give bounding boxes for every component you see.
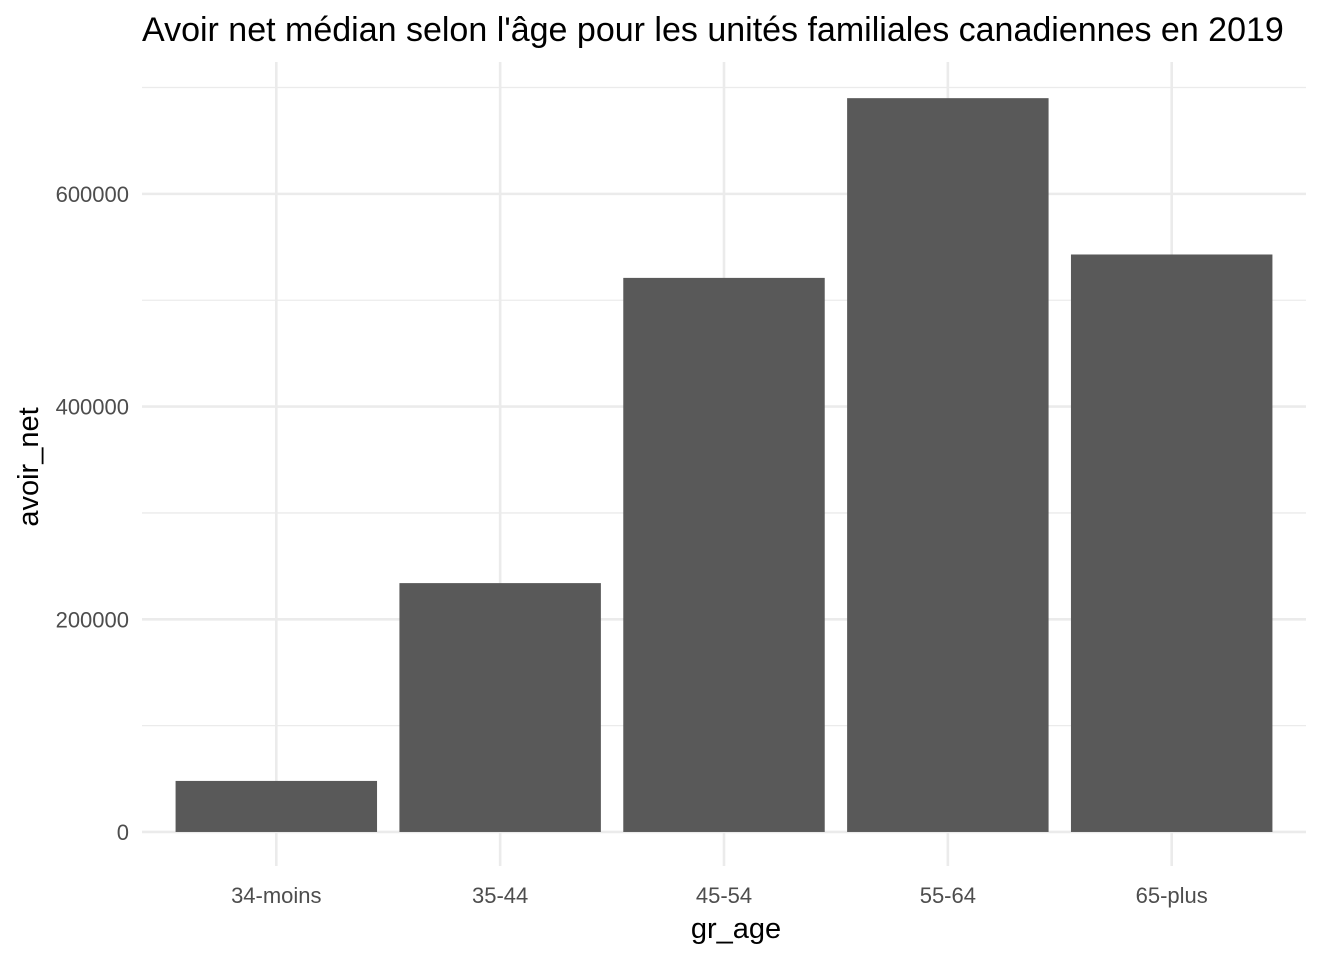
y-axis-title: avoir_net <box>13 407 45 526</box>
y-tick-label: 400000 <box>56 395 129 420</box>
bar-34-moins <box>175 780 378 832</box>
y-axis-ticks: 0 200000 400000 600000 <box>56 182 129 845</box>
x-axis-ticks: 34-moins 35-44 45-54 55-64 65-plus <box>231 883 1208 908</box>
x-tick-label: 34-moins <box>231 883 321 908</box>
y-tick-label: 200000 <box>56 607 129 632</box>
y-tick-label: 0 <box>117 820 129 845</box>
y-tick-label: 600000 <box>56 182 129 207</box>
bars <box>175 98 1273 832</box>
bar-35-44 <box>399 583 601 832</box>
x-tick-label: 45-54 <box>696 883 752 908</box>
x-tick-label: 65-plus <box>1136 883 1208 908</box>
bar-45-54 <box>623 277 825 832</box>
bar-65-plus <box>1070 254 1273 832</box>
chart-title: Avoir net médian selon l'âge pour les un… <box>142 11 1284 49</box>
x-axis-title: gr_age <box>691 913 781 945</box>
x-tick-label: 35-44 <box>472 883 528 908</box>
x-tick-label: 55-64 <box>920 883 976 908</box>
bar-55-64 <box>847 98 1049 832</box>
